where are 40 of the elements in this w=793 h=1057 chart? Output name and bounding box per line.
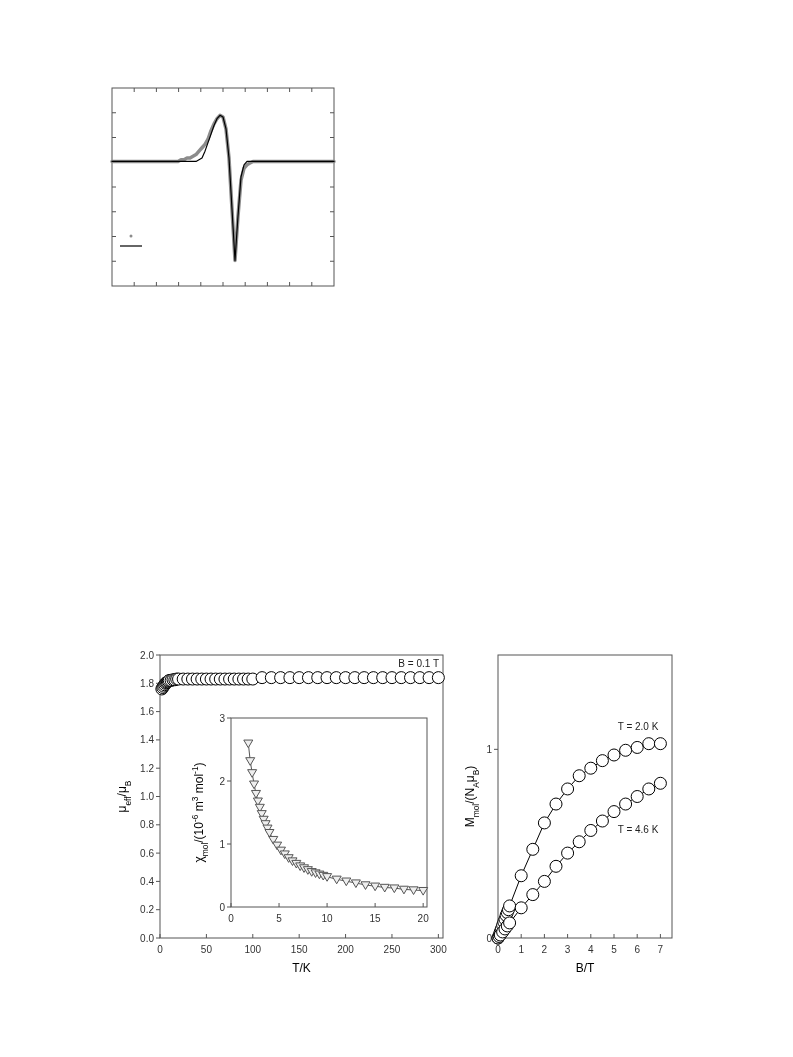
y-tick-label: 3 — [219, 712, 226, 724]
y-tick-label: 1.4 — [140, 734, 155, 746]
x-tick-label: 6 — [634, 944, 641, 955]
y-tick-label: 0 — [219, 901, 226, 913]
y-tick-label: 1.6 — [140, 706, 155, 718]
series-label: T = 2.0 K — [617, 720, 659, 732]
y-tick-label: 0.4 — [140, 875, 155, 887]
y-tick-label: 1 — [219, 838, 226, 850]
x-tick-label: 7 — [657, 944, 664, 955]
x-tick-label: 0 — [495, 944, 502, 955]
x-tick-label: 5 — [276, 913, 283, 924]
y-tick-label: 0.2 — [140, 904, 155, 916]
y-tick-label: 2 — [219, 775, 226, 787]
x-axis-title: B/T — [575, 961, 595, 975]
series-label: T = 4.6 K — [617, 824, 659, 836]
y-tick-label: 1.0 — [140, 791, 155, 802]
x-tick-label: 4 — [588, 944, 595, 955]
y-tick-label: 0.0 — [140, 932, 155, 944]
y-tick-label: 1.2 — [140, 762, 155, 774]
x-tick-label: 1 — [518, 944, 525, 955]
x-tick-label: 150 — [290, 944, 308, 955]
x-tick-label: 2 — [541, 944, 548, 955]
x-tick-label: 15 — [369, 913, 382, 924]
annotation: B = 0.1 T — [398, 658, 439, 669]
y-tick-label: 0.6 — [140, 847, 155, 859]
y-tick-label: 2.0 — [140, 649, 155, 661]
x-tick-label: 0 — [157, 944, 164, 955]
x-tick-label: 20 — [417, 913, 430, 924]
x-tick-label: 3 — [564, 944, 571, 955]
y-tick-label: 1.8 — [140, 677, 155, 689]
x-axis-title: T/K — [292, 961, 311, 975]
x-tick-label: 300 — [430, 944, 448, 955]
x-tick-label: 200 — [337, 944, 355, 955]
x-tick-label: 50 — [200, 944, 213, 955]
x-tick-label: 10 — [321, 913, 334, 924]
x-tick-label: 100 — [244, 944, 262, 955]
x-tick-label: 5 — [611, 944, 618, 955]
y-tick-label: 0.8 — [140, 819, 155, 831]
x-tick-label: 250 — [383, 944, 401, 955]
x-tick-label: 0 — [228, 913, 235, 924]
